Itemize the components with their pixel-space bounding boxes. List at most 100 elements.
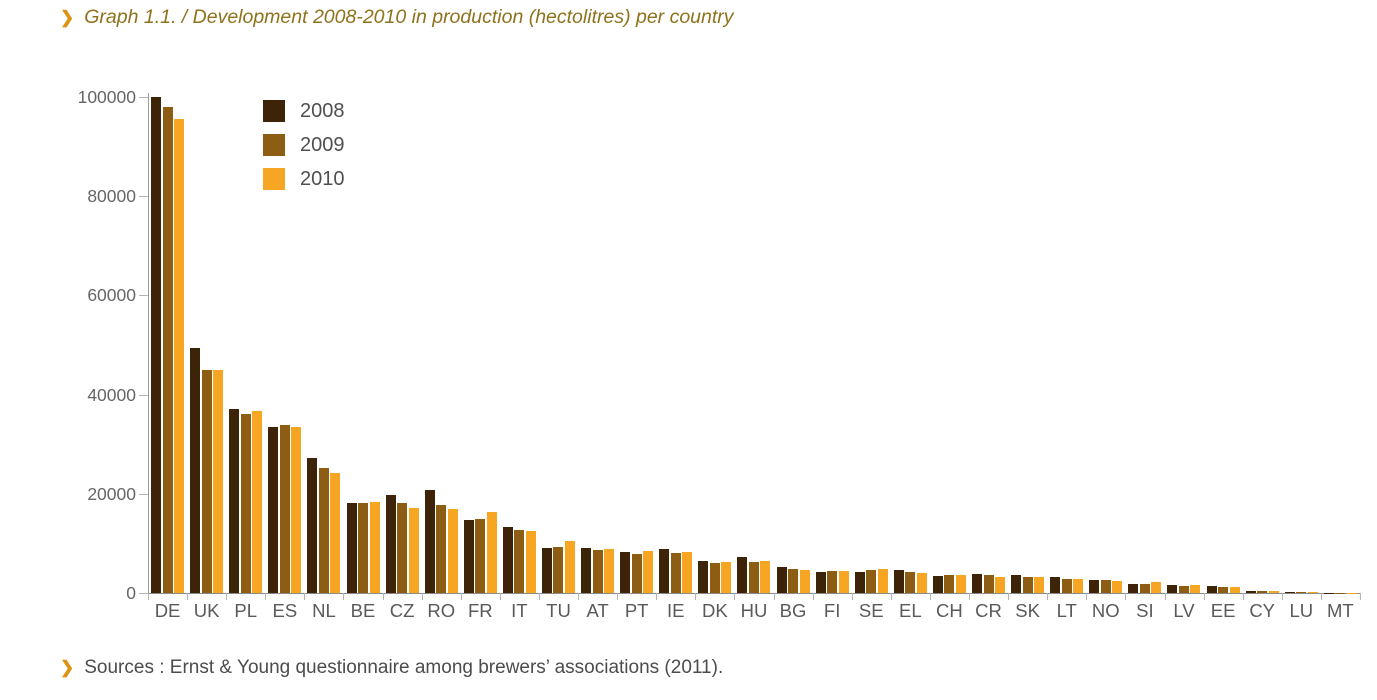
- bar-FI-2008: [815, 571, 826, 593]
- x-axis-tick: [1242, 593, 1244, 600]
- bar-group-LU: [1282, 97, 1321, 593]
- x-axis-tick: [1086, 593, 1088, 600]
- bar-CR-2009: [983, 575, 994, 593]
- bar-CR-2008: [972, 574, 983, 593]
- chevron-icon: ❯: [60, 658, 75, 677]
- bar-group-DE: [148, 97, 187, 593]
- bar-CH-2010: [955, 575, 966, 593]
- x-axis-label-LU: LU: [1289, 600, 1314, 621]
- bar-LV-2008: [1167, 585, 1178, 593]
- bar-group-FR: [461, 97, 500, 593]
- bar-CH-2008: [932, 575, 943, 593]
- plot-area: [148, 97, 1360, 593]
- bar-IE-2010: [682, 551, 693, 593]
- bar-group-SK: [1008, 97, 1047, 593]
- x-axis-tick: [148, 593, 149, 600]
- x-axis-tick: [1203, 593, 1205, 600]
- x-axis-tick: [304, 593, 306, 600]
- bar-SK-2008: [1011, 574, 1022, 593]
- bar-RO-2008: [424, 490, 435, 593]
- bar-PL-2009: [240, 413, 251, 593]
- bar-BE-2008: [346, 503, 357, 593]
- bar-EE-2009: [1218, 586, 1229, 593]
- bar-UK-2009: [201, 369, 212, 593]
- x-axis-label-CY: CY: [1249, 600, 1276, 621]
- bar-FR-2009: [475, 519, 486, 593]
- bar-EL-2008: [893, 569, 904, 593]
- legend-label-2009: 2009: [300, 133, 345, 156]
- x-axis-label-BE: BE: [350, 600, 376, 621]
- bar-LU-2009: [1296, 591, 1307, 593]
- bar-group-DK: [695, 97, 734, 593]
- bar-TU-2008: [541, 548, 552, 593]
- bar-group-RO: [422, 97, 461, 593]
- y-axis-tick-label-80000: 80000: [87, 186, 136, 207]
- y-axis-tick-label-20000: 20000: [87, 483, 136, 504]
- x-axis-label-CH: CH: [936, 600, 963, 621]
- x-axis-tick: [1125, 593, 1127, 600]
- x-axis-tick: [382, 593, 384, 600]
- bar-group-CZ: [383, 97, 422, 593]
- bar-IT-2010: [525, 530, 536, 593]
- bar-IT-2008: [502, 527, 513, 593]
- bar-group-CR: [969, 97, 1008, 593]
- x-axis-tick: [265, 593, 267, 600]
- y-axis-tick: [139, 493, 148, 495]
- x-axis-label-AT: AT: [586, 600, 609, 621]
- bar-ES-2009: [279, 424, 290, 593]
- bar-LT-2008: [1050, 576, 1061, 593]
- x-axis-tick: [969, 593, 971, 600]
- bar-SI-2010: [1151, 581, 1162, 593]
- legend-swatch-2010: [263, 168, 285, 190]
- x-axis-label-DE: DE: [154, 600, 181, 621]
- legend-label-2008: 2008: [300, 99, 345, 122]
- bar-group-NO: [1086, 97, 1125, 593]
- bar-DK-2008: [698, 560, 709, 593]
- x-axis-label-IE: IE: [667, 600, 685, 621]
- sources-text: Sources : Ernst & Young questionnaire am…: [84, 657, 724, 678]
- bar-EL-2010: [916, 572, 927, 593]
- bar-BE-2009: [358, 503, 369, 593]
- x-axis-label-SK: SK: [1015, 600, 1040, 621]
- x-axis-label-PT: PT: [624, 600, 649, 621]
- bar-group-SE: [852, 97, 891, 593]
- bar-PT-2008: [620, 551, 631, 593]
- bar-group-IE: [656, 97, 695, 593]
- bar-group-FI: [813, 97, 852, 593]
- bar-TU-2009: [553, 546, 564, 593]
- bar-group-BG: [774, 97, 813, 593]
- bar-DK-2009: [709, 563, 720, 593]
- bar-IT-2009: [514, 530, 525, 593]
- bar-group-CY: [1243, 97, 1282, 593]
- bar-group-EL: [891, 97, 930, 593]
- bar-NL-2010: [330, 472, 341, 593]
- bar-DE-2009: [162, 107, 173, 593]
- x-axis-tick: [929, 593, 931, 600]
- bar-group-CH: [930, 97, 969, 593]
- x-axis-label-DK: DK: [702, 600, 728, 621]
- x-axis-label-FI: FI: [823, 600, 841, 621]
- bar-ES-2008: [268, 426, 279, 593]
- bar-UK-2010: [213, 369, 224, 593]
- x-axis-tick: [851, 593, 853, 600]
- sources-row: ❯ Sources : Ernst & Young questionnaire a…: [60, 657, 723, 679]
- bar-BE-2010: [369, 502, 380, 593]
- x-axis-label-FR: FR: [467, 600, 493, 621]
- bar-LU-2008: [1284, 591, 1295, 593]
- bar-LT-2009: [1061, 579, 1072, 593]
- bar-SK-2010: [1034, 577, 1045, 593]
- bar-EE-2010: [1229, 587, 1240, 593]
- y-axis-tick: [139, 97, 148, 98]
- bar-group-LV: [1164, 97, 1203, 593]
- x-axis-tick: [695, 593, 697, 600]
- bar-RO-2010: [447, 509, 458, 593]
- x-axis-label-NO: NO: [1091, 600, 1120, 621]
- bar-group-ES: [265, 97, 304, 593]
- x-axis-tick: [773, 593, 775, 600]
- page-title: Graph 1.1. / Development 2008-2010 in pr…: [84, 6, 734, 28]
- y-axis-tick: [139, 196, 148, 198]
- x-axis-tick: [1320, 593, 1322, 600]
- bar-group-PT: [617, 97, 656, 593]
